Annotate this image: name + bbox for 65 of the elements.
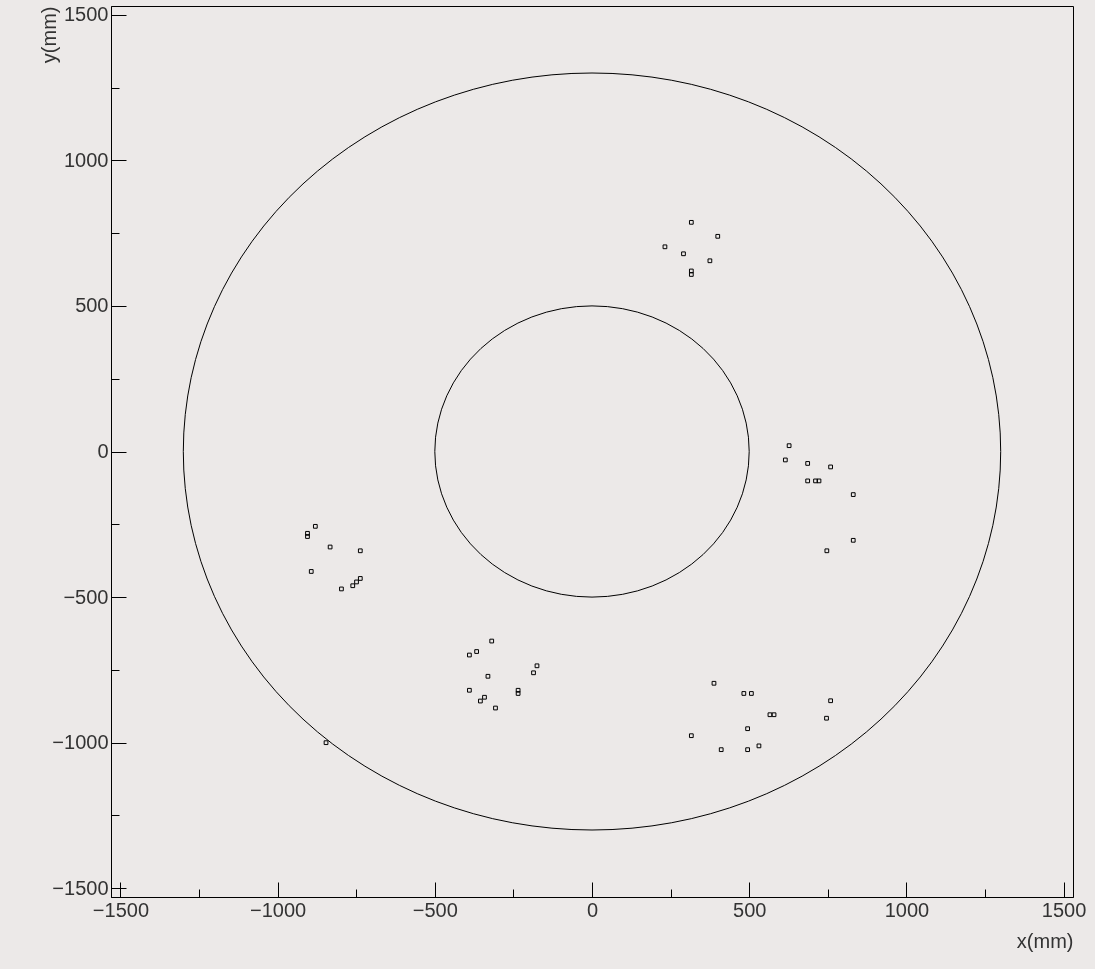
point <box>824 548 830 554</box>
point <box>782 457 788 463</box>
point <box>688 272 694 277</box>
point <box>745 726 750 732</box>
point <box>339 586 344 592</box>
point <box>323 740 329 746</box>
point <box>312 523 318 529</box>
point <box>688 733 694 739</box>
x-tick-label: 1000 <box>884 898 930 921</box>
point <box>816 478 822 484</box>
point <box>850 492 856 497</box>
y-tick-label: −500 <box>63 585 109 608</box>
point <box>350 583 356 589</box>
point <box>745 747 750 753</box>
point <box>478 698 483 704</box>
point <box>515 691 521 696</box>
point <box>707 258 713 264</box>
point <box>741 691 747 696</box>
y-tick-label: −1500 <box>52 876 109 899</box>
point <box>688 268 694 274</box>
point <box>534 663 540 669</box>
point <box>749 691 754 696</box>
y-axis-title: y(mm) <box>37 6 60 64</box>
point <box>711 680 717 686</box>
x-tick-label: 1500 <box>1041 898 1087 921</box>
point <box>828 698 833 704</box>
point <box>688 219 694 225</box>
point <box>493 705 498 711</box>
y-tick-label: 500 <box>75 294 109 317</box>
point <box>305 534 310 539</box>
point <box>357 576 363 581</box>
y-tick-label: −1000 <box>52 731 109 754</box>
point <box>489 638 495 644</box>
x-tick-label: 0 <box>586 898 599 921</box>
point <box>662 244 668 250</box>
x-tick-label: −1500 <box>92 898 150 921</box>
point <box>308 569 314 574</box>
x-axis-title: x(mm) <box>1016 929 1074 952</box>
point <box>767 712 773 718</box>
point <box>715 233 721 239</box>
point <box>786 443 792 449</box>
point <box>357 548 363 554</box>
point <box>718 747 724 753</box>
point <box>467 652 472 658</box>
point <box>805 461 811 466</box>
point <box>756 743 762 749</box>
x-tick-label: −500 <box>412 898 458 921</box>
x-tick-label: 500 <box>733 898 767 921</box>
y-tick-label: 1500 <box>64 3 109 26</box>
point <box>805 478 811 484</box>
y-tick-label: 0 <box>97 440 109 462</box>
point <box>354 579 359 585</box>
point <box>327 544 333 550</box>
x-tick-label: −1000 <box>250 898 307 921</box>
point <box>681 251 686 257</box>
point <box>482 694 487 700</box>
point <box>850 537 856 543</box>
point <box>828 464 833 470</box>
point <box>474 649 479 654</box>
point <box>824 715 829 721</box>
point <box>531 670 536 676</box>
y-tick-label: 1000 <box>64 148 109 171</box>
point <box>467 687 472 693</box>
point <box>771 712 777 718</box>
point <box>485 673 491 679</box>
